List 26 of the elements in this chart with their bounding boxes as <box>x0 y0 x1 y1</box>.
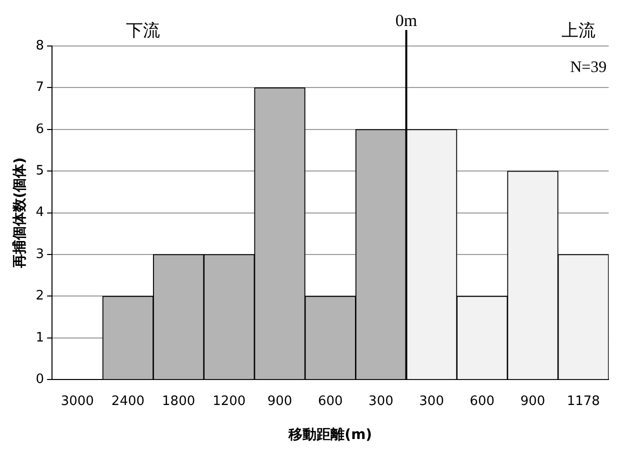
ref-line-label: 0m <box>395 10 418 30</box>
x-tick-label: 900 <box>520 394 546 409</box>
y-tick-label: 5 <box>36 163 44 178</box>
y-tick-label: 7 <box>36 80 44 96</box>
y-tick-label: 0 <box>36 372 44 387</box>
x-tick-label: 300 <box>368 394 394 409</box>
x-tick-label: 1200 <box>212 394 246 409</box>
x-tick-label: 300 <box>419 394 444 409</box>
y-axis-title: 再捕個体数(個体) <box>11 157 28 270</box>
text: 上流 <box>561 20 596 40</box>
x-tick-label: 2400 <box>111 394 145 409</box>
annotation: N=39 <box>570 59 607 76</box>
x-tick-label: 1178 <box>566 394 600 409</box>
y-tick-label: 3 <box>36 246 44 262</box>
y-tick-label: 4 <box>36 205 44 220</box>
x-tick-label: 1800 <box>162 394 196 409</box>
x-axis-title: 移動距離(m) <box>288 427 372 444</box>
y-tick-label: 6 <box>36 122 44 137</box>
text: 下流 <box>126 20 160 40</box>
x-tick-label: 3000 <box>60 394 94 409</box>
y-tick-label: 2 <box>36 288 44 304</box>
x-tick-label: 900 <box>267 394 292 409</box>
y-tick-label: 1 <box>36 330 44 346</box>
x-tick-label: 600 <box>318 394 343 409</box>
y-tick-label: 8 <box>36 38 44 54</box>
x-tick-label: 600 <box>470 394 495 409</box>
